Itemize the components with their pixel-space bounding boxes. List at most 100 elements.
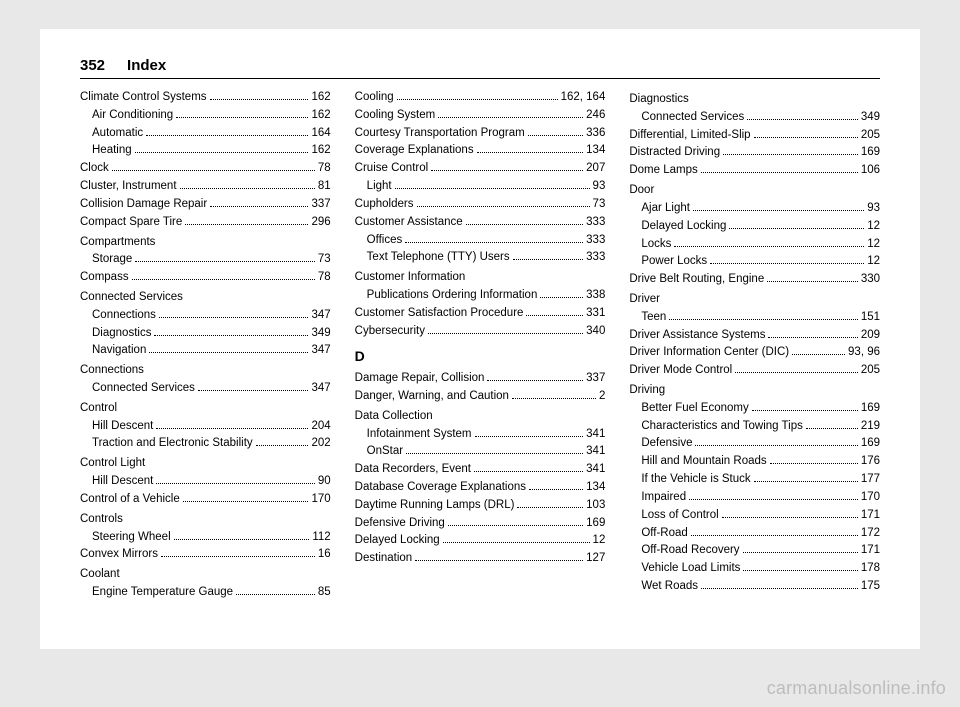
index-entry: Characteristics and Towing Tips219: [629, 418, 880, 436]
index-entry-page: 246: [586, 107, 605, 125]
leader-dots: [176, 111, 308, 118]
index-entry-page: 172: [861, 525, 880, 543]
index-entry-page: 134: [586, 479, 605, 497]
index-entry-page: 90: [318, 473, 331, 491]
index-entry-page: 349: [311, 325, 330, 343]
index-entry-page: 341: [586, 426, 605, 444]
index-entry-page: 330: [861, 271, 880, 289]
leader-dots: [448, 519, 583, 526]
leader-dots: [466, 218, 583, 225]
index-entry-page: 12: [867, 218, 880, 236]
index-entry: Connected Services349: [629, 109, 880, 127]
index-entry-page: 333: [586, 214, 605, 232]
index-entry-label: Defensive: [641, 435, 692, 453]
index-entry: OnStar341: [355, 443, 606, 461]
index-entry: Distracted Driving169: [629, 144, 880, 162]
index-entry-label: Engine Temperature Gauge: [92, 584, 233, 602]
index-entry: Connected Services347: [80, 380, 331, 398]
leader-dots: [475, 430, 584, 437]
leader-dots: [743, 564, 857, 571]
index-entry-label: Connections: [92, 307, 156, 325]
index-heading: Coolant: [80, 564, 331, 584]
leader-dots: [674, 240, 864, 247]
leader-dots: [710, 257, 864, 264]
index-entry-label: Ajar Light: [641, 200, 690, 218]
leader-dots: [405, 236, 583, 243]
index-entry-label: If the Vehicle is Stuck: [641, 471, 750, 489]
index-heading: Connected Services: [80, 287, 331, 307]
leader-dots: [701, 166, 858, 173]
index-entry-page: 162: [311, 142, 330, 160]
index-entry: Cooling162, 164: [355, 89, 606, 107]
index-entry: Defensive 169: [629, 435, 880, 453]
index-entry-page: 2: [599, 388, 605, 406]
leader-dots: [210, 93, 309, 100]
index-entry: Diagnostics349: [80, 325, 331, 343]
index-entry-label: Clock: [80, 160, 109, 178]
leader-dots: [526, 309, 583, 316]
leader-dots: [183, 495, 309, 502]
index-entry: Coverage Explanations134: [355, 142, 606, 160]
index-entry-label: Locks: [641, 236, 671, 254]
index-heading: Control: [80, 398, 331, 418]
leader-dots: [180, 182, 315, 189]
index-entry-label: Compact Spare Tire: [80, 214, 182, 232]
index-entry-page: 296: [311, 214, 330, 232]
index-entry: Ajar Light93: [629, 200, 880, 218]
leader-dots: [747, 113, 858, 120]
index-entry-page: 347: [311, 307, 330, 325]
index-entry: Engine Temperature Gauge85: [80, 584, 331, 602]
index-entry: Teen151: [629, 309, 880, 327]
index-entry-label: Loss of Control: [641, 507, 718, 525]
index-entry-label: Vehicle Load Limits: [641, 560, 740, 578]
index-entry: Cybersecurity340: [355, 323, 606, 341]
leader-dots: [806, 422, 858, 429]
index-entry-page: 93: [593, 178, 606, 196]
index-entry: Climate Control Systems162: [80, 89, 331, 107]
index-entry: Heating 162: [80, 142, 331, 160]
leader-dots: [770, 457, 858, 464]
index-entry-label: Customer Assistance: [355, 214, 463, 232]
index-entry-page: 162, 164: [561, 89, 606, 107]
index-entry-label: Convex Mirrors: [80, 546, 158, 564]
index-heading: Data Collection: [355, 406, 606, 426]
index-entry-page: 12: [867, 253, 880, 271]
index-entry-label: Off-Road: [641, 525, 687, 543]
index-entry: Steering Wheel112: [80, 529, 331, 547]
index-entry-page: 73: [318, 251, 331, 269]
index-entry: Traction and Electronic Stability202: [80, 435, 331, 453]
leader-dots: [406, 447, 583, 454]
index-entry-page: 349: [861, 109, 880, 127]
leader-dots: [723, 149, 858, 156]
index-entry-label: Driver Mode Control: [629, 362, 732, 380]
index-entry: Driver Information Center (DIC)93, 96: [629, 344, 880, 362]
leader-dots: [474, 465, 583, 472]
index-entry-label: Hill and Mountain Roads: [641, 453, 766, 471]
index-entry-label: Heating: [92, 142, 132, 160]
index-entry: Delayed Locking 12: [629, 218, 880, 236]
index-entry: Damage Repair, Collision337: [355, 370, 606, 388]
index-entry-page: 78: [318, 160, 331, 178]
index-entry-page: 73: [593, 196, 606, 214]
index-entry-page: 333: [586, 232, 605, 250]
index-heading: Customer Information: [355, 267, 606, 287]
index-entry: Driver Assistance Systems209: [629, 327, 880, 345]
index-column: Climate Control Systems162Air Conditioni…: [80, 89, 331, 602]
index-entry: Customer Assistance 333: [355, 214, 606, 232]
index-entry-page: 16: [318, 546, 331, 564]
index-heading: Control Light: [80, 453, 331, 473]
index-entry: Delayed Locking12: [355, 532, 606, 550]
leader-dots: [693, 204, 864, 211]
leader-dots: [701, 582, 858, 589]
index-entry-label: Hill Descent: [92, 473, 153, 491]
index-entry-page: 169: [861, 435, 880, 453]
index-entry-page: 170: [861, 489, 880, 507]
leader-dots: [415, 554, 583, 561]
index-entry-label: Delayed Locking: [641, 218, 726, 236]
index-entry-label: Daytime Running Lamps (DRL): [355, 497, 515, 515]
index-entry-label: Offices: [367, 232, 403, 250]
index-entry-page: 333: [586, 249, 605, 267]
index-entry: Power Locks12: [629, 253, 880, 271]
index-entry-label: Differential, Limited-Slip: [629, 127, 750, 145]
index-entry-label: Climate Control Systems: [80, 89, 207, 107]
